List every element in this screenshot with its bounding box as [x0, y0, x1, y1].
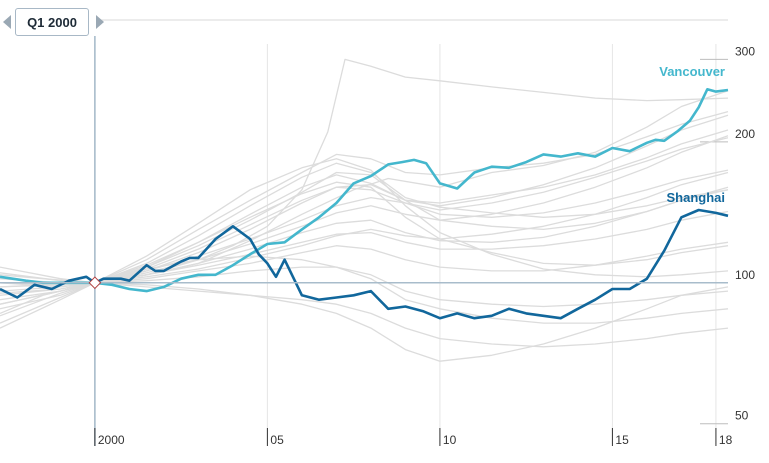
background-series-line	[0, 158, 729, 324]
x-tick-label: 18	[719, 433, 733, 447]
triangle-left-icon[interactable]	[3, 15, 11, 29]
axis-layer	[0, 36, 728, 446]
background-series-line	[0, 181, 729, 310]
x-tick-label: 05	[270, 433, 284, 447]
background-series-line	[0, 162, 729, 317]
vancouver-series-label: Vancouver	[659, 64, 725, 79]
x-tick-label: 2000	[98, 433, 125, 447]
shanghai-series-label: Shanghai	[666, 190, 725, 205]
background-series-line	[0, 135, 729, 292]
y-tick-label: 50	[735, 409, 749, 423]
y-tick-label: 100	[735, 268, 755, 282]
selected-point-marker	[88, 276, 102, 290]
background-series-line	[0, 58, 729, 284]
background-series-line	[0, 129, 729, 294]
x-tick-label: 10	[443, 433, 457, 447]
triangle-right-icon[interactable]	[96, 15, 104, 29]
series-layer	[0, 58, 729, 362]
background-series-line	[0, 189, 729, 288]
label-layer: Vancouver Shanghai 300 200 100 50 2000 05 10 15 18	[94, 44, 755, 447]
vancouver-series-line	[0, 88, 729, 293]
background-series-line	[0, 274, 729, 348]
shanghai-series-line	[0, 208, 729, 320]
background-series-line	[0, 171, 729, 284]
background-series-line	[0, 169, 729, 288]
period-slider-label[interactable]: Q1 2000	[15, 8, 89, 36]
background-series-line	[0, 114, 729, 296]
y-tick-label: 300	[735, 44, 755, 58]
x-tick-label: 15	[615, 433, 629, 447]
background-series-line	[0, 255, 729, 324]
background-series-line	[0, 266, 729, 308]
y-tick-label: 200	[735, 127, 755, 141]
background-series-line	[0, 282, 729, 362]
